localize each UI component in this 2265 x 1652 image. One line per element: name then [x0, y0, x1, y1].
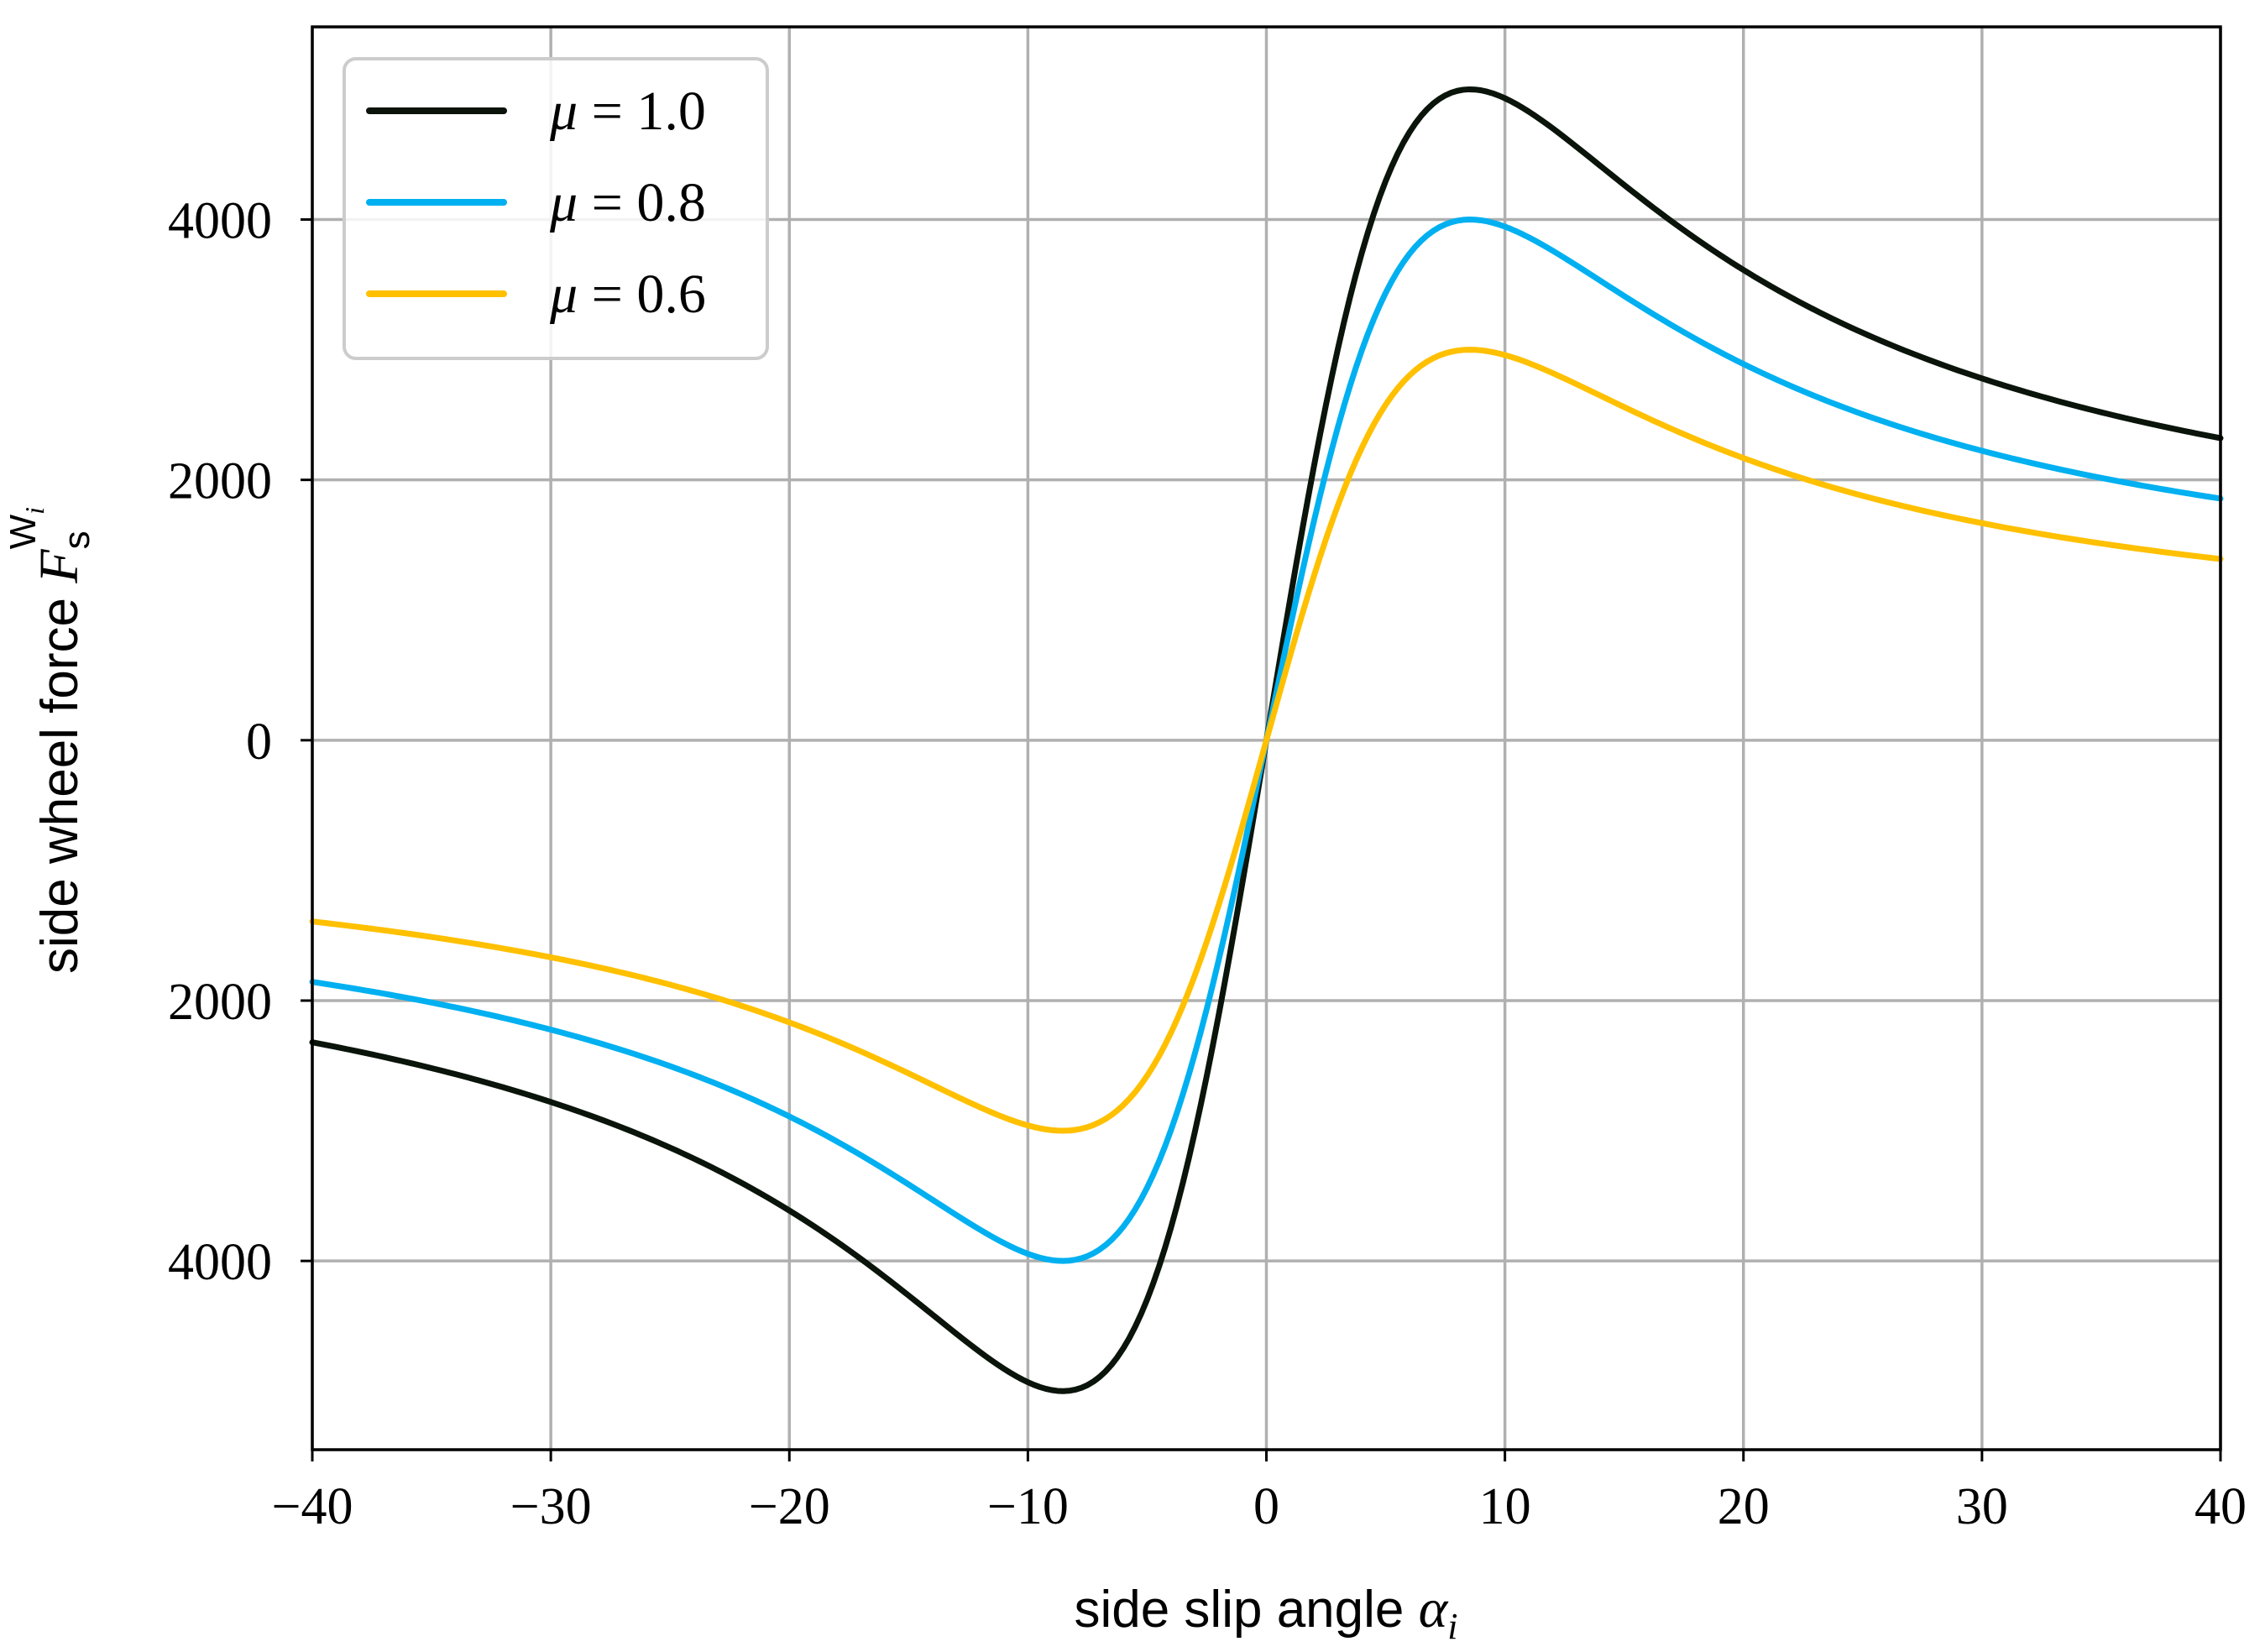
- legend-label-2: μ = 0.6: [549, 264, 706, 325]
- series-line-2: [309, 347, 2224, 1134]
- legend-label-1: μ = 0.8: [549, 172, 706, 233]
- x-tick-label: 40: [2194, 1478, 2247, 1535]
- legend-box: [343, 57, 769, 360]
- legend: μ = 1.0 μ = 0.8 μ = 0.6: [343, 57, 769, 360]
- y-tick-label: 2000: [168, 974, 272, 1031]
- x-tick-label: −10: [987, 1478, 1069, 1535]
- y-tick-label: 0: [246, 714, 272, 771]
- x-tick-label: −20: [749, 1478, 830, 1535]
- x-tick-label: 20: [1718, 1478, 1770, 1535]
- legend-label-0: μ = 1.0: [549, 81, 706, 142]
- y-tick-labels: 4000 2000 0 2000 4000: [168, 193, 272, 1292]
- legend-items: μ = 1.0 μ = 0.8 μ = 0.6: [366, 81, 706, 325]
- y-axis-title: side wheel force FsWi: [3, 507, 97, 974]
- y-tick-label: 2000: [168, 453, 272, 510]
- tick-marks: [301, 218, 2222, 1461]
- x-tick-label: −30: [510, 1478, 592, 1535]
- x-tick-label: 30: [1956, 1478, 2008, 1535]
- series-layer: [309, 86, 2224, 1394]
- y-tick-label: 4000: [168, 193, 272, 250]
- x-tick-label: −40: [272, 1478, 353, 1535]
- x-tick-label: 0: [1253, 1478, 1279, 1535]
- x-tick-labels: −40 −30 −20 −10 0 10 20 30 40: [272, 1478, 2247, 1535]
- x-axis-title: side slip angle αi: [1074, 1578, 1457, 1647]
- y-tick-label: 4000: [168, 1234, 272, 1291]
- x-tick-label: 10: [1479, 1478, 1531, 1535]
